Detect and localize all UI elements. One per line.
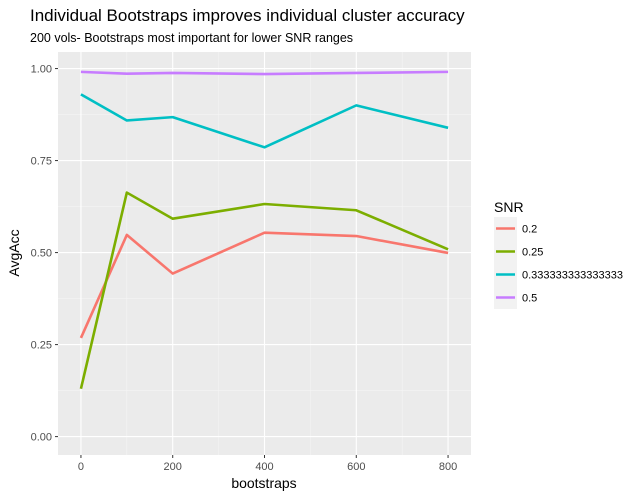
legend-label: 0.5 — [522, 293, 537, 305]
x-tick-label: 200 — [164, 461, 182, 473]
y-axis: 0.00 0.25 0.50 0.75 1.00 — [31, 64, 58, 444]
legend-label: 0.25 — [522, 247, 543, 259]
legend-label: 0.2 — [522, 224, 537, 236]
series-line-snr-0.2 — [79, 231, 449, 339]
x-tick-label: 800 — [439, 461, 457, 473]
legend-items: 0.2 0.25 0.333333333333333 0.5 — [494, 217, 623, 309]
chart-subtitle: 200 vols- Bootstraps most important for … — [30, 31, 353, 45]
x-tick-label: 0 — [78, 461, 84, 473]
legend: SNR 0.2 0.25 0.333333333333333 0.5 — [494, 199, 623, 309]
legend-label: 0.333333333333333 — [522, 270, 623, 282]
series-line-snr-0.25 — [79, 191, 449, 390]
grid-major — [58, 52, 471, 455]
series-lines — [79, 70, 449, 390]
x-axis: 0 200 400 600 800 — [78, 455, 457, 473]
y-tick-label: 0.50 — [31, 248, 52, 260]
chart-title: Individual Bootstraps improves individua… — [30, 6, 465, 25]
x-tick-label: 400 — [255, 461, 273, 473]
x-tick-label: 600 — [347, 461, 365, 473]
y-tick-label: 0.25 — [31, 340, 52, 352]
y-tick-label: 1.00 — [31, 64, 52, 76]
x-axis-label: bootstraps — [231, 475, 296, 491]
series-line-snr-0.5 — [80, 70, 449, 76]
y-tick-label: 0.00 — [31, 432, 52, 444]
series-line-snr-0.333333333333333 — [80, 93, 449, 149]
legend-title: SNR — [494, 199, 524, 215]
y-tick-label: 0.75 — [31, 156, 52, 168]
y-axis-label: AvgAcc — [6, 229, 22, 276]
